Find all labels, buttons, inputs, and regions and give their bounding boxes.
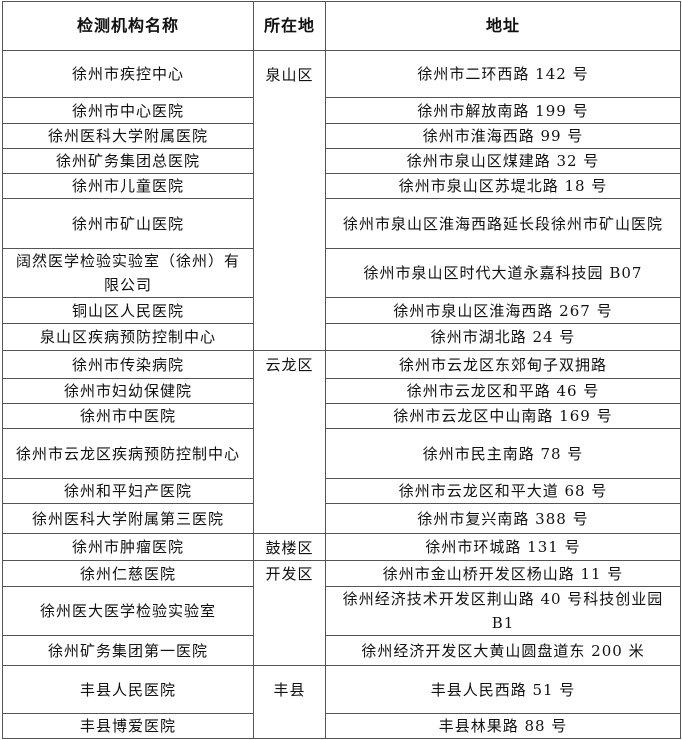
institution-name: 徐州矿务集团总医院 [2, 148, 254, 174]
address: 徐州市解放南路 199 号 [325, 97, 681, 124]
institution-name: 徐州市妇幼保健院 [2, 378, 254, 404]
institution-name: 泉山区疾病预防控制中心 [2, 323, 254, 351]
institution-name: 徐州市传染病院 [2, 350, 254, 379]
district: 鼓楼区 [253, 533, 326, 561]
institution-name: 徐州市中医院 [2, 403, 254, 429]
district: 泉山区 [253, 50, 326, 351]
institution-name: 徐州矿务集团第一医院 [2, 635, 254, 666]
header-name: 检测机构名称 [2, 1, 254, 51]
address: 徐州市二环西路 142 号 [325, 50, 681, 98]
institution-name: 丰县博爱医院 [2, 713, 254, 739]
address: 徐州市民主南路 78 号 [325, 428, 681, 479]
address: 徐州市泉山区淮海西路 267 号 [325, 297, 681, 324]
institution-name: 徐州市肿瘤医院 [2, 533, 254, 561]
institution-name: 徐州市儿童医院 [2, 173, 254, 199]
district: 云龙区 [253, 350, 326, 534]
address: 徐州市金山桥开发区杨山路 11 号 [325, 560, 681, 587]
address: 丰县林果路 88 号 [325, 713, 681, 739]
district: 丰县 [253, 665, 326, 739]
header-address: 地址 [325, 1, 681, 51]
district-label: 丰县 [273, 681, 306, 699]
institution-name: 徐州医大医学检验实验室 [2, 586, 254, 636]
address: 徐州市云龙区和平大道 68 号 [325, 478, 681, 504]
address: 徐州市云龙区和平路 46 号 [325, 378, 681, 404]
institution-name: 徐州和平妇产医院 [2, 478, 254, 504]
institution-name: 徐州仁慈医院 [2, 560, 254, 587]
institution-name: 徐州医科大学附属第三医院 [2, 503, 254, 534]
address: 徐州市湖北路 24 号 [325, 323, 681, 351]
address: 徐州市复兴南路 388 号 [325, 503, 681, 534]
address: 徐州市泉山区煤建路 32 号 [325, 148, 681, 174]
address: 徐州市云龙区东郊甸子双拥路 [325, 350, 681, 379]
address: 徐州市泉山区苏堤北路 18 号 [325, 173, 681, 199]
address: 丰县人民西路 51 号 [325, 665, 681, 714]
address: 徐州经济技术开发区荆山路 40 号科技创业园 B1 [325, 586, 681, 636]
institution-name: 铜山区人民医院 [2, 297, 254, 324]
institution-name: 徐州医科大学附属医院 [2, 123, 254, 149]
institution-name: 徐州市中心医院 [2, 97, 254, 124]
address: 徐州市淮海西路 99 号 [325, 123, 681, 149]
district-label: 鼓楼区 [265, 538, 314, 557]
header-district: 所在地 [253, 1, 326, 51]
address: 徐州市云龙区中山南路 169 号 [325, 403, 681, 429]
institution-name: 徐州市矿山医院 [2, 198, 254, 249]
address: 徐州经济开发区大黄山圆盘道东 200 米 [325, 635, 681, 666]
institution-name: 徐州市云龙区疾病预防控制中心 [2, 428, 254, 479]
district-label: 云龙区 [265, 356, 314, 374]
address: 徐州市泉山区淮海西路延长段徐州市矿山医院 [325, 198, 681, 249]
institution-name: 丰县人民医院 [2, 665, 254, 714]
district-label: 泉山区 [265, 65, 314, 84]
institution-name: 徐州市疾控中心 [2, 50, 254, 98]
district: 开发区 [253, 560, 326, 666]
institution-name: 阔然医学检验实验室（徐州）有限公司 [2, 248, 254, 298]
address: 徐州市泉山区时代大道永嘉科技园 B07 [325, 248, 681, 298]
district-label: 开发区 [265, 565, 314, 583]
address: 徐州市环城路 131 号 [325, 533, 681, 561]
